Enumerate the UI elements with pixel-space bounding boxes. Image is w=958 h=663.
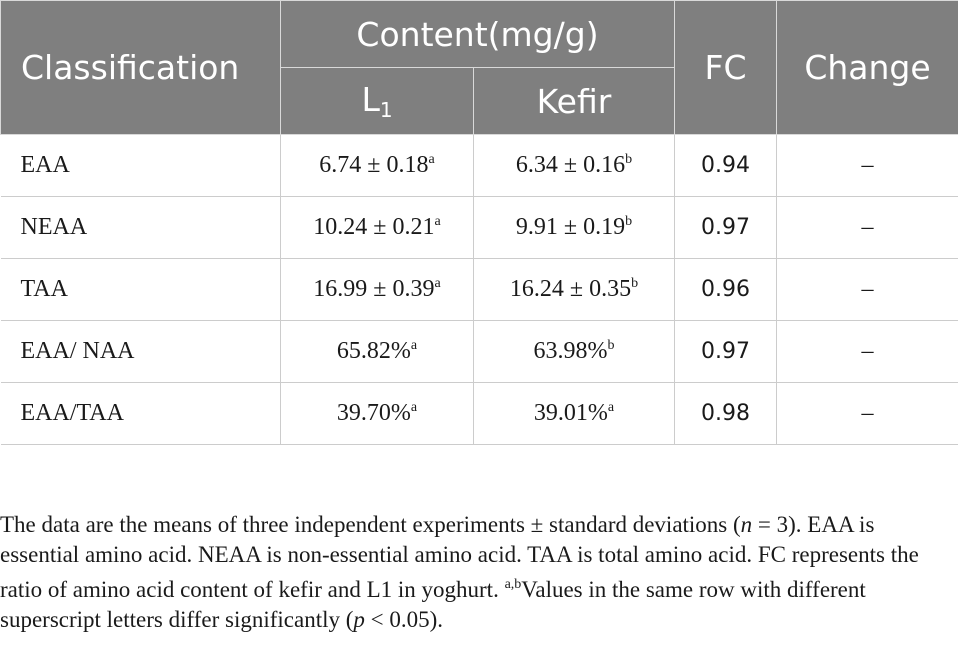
footnote-sup-letters: a,b: [504, 577, 522, 592]
footnote-text-4: < 0.05).: [364, 607, 444, 632]
row-label: TAA: [0, 258, 281, 321]
cell-l1: 10.24 ± 0.21a: [280, 196, 474, 259]
footnote-text-1: The data are the means of three independ…: [0, 512, 741, 537]
cell-kefir-sup: b: [625, 214, 633, 229]
cell-fc: 0.94: [674, 134, 777, 197]
cell-kefir-sup: a: [607, 400, 615, 415]
cell-kefir-value: 16.24 ± 0.35: [509, 276, 632, 302]
cell-fc: 0.97: [674, 196, 777, 259]
cell-kefir: 39.01%a: [473, 382, 675, 445]
header-l1: L1: [280, 67, 474, 135]
cell-change: –: [776, 320, 958, 383]
footnote-text-3: Values in the same row with different su…: [0, 577, 866, 632]
cell-change: –: [776, 258, 958, 321]
header-l1-base: L: [361, 80, 380, 119]
cell-l1-sup: a: [428, 152, 435, 167]
table-row: EAA/TAA 39.70%a 39.01%a 0.98 –: [0, 382, 958, 445]
cell-l1-sup: a: [410, 338, 418, 353]
cell-kefir: 6.34 ± 0.16b: [473, 134, 675, 197]
cell-change: –: [776, 134, 958, 197]
table-footnote: The data are the means of three independ…: [0, 510, 950, 635]
cell-l1-sup: a: [434, 214, 441, 229]
cell-change: –: [776, 196, 958, 259]
cell-fc: 0.98: [674, 382, 777, 445]
cell-kefir-sup: b: [631, 276, 639, 291]
header-l1-sub: 1: [379, 98, 393, 122]
cell-l1-value: 39.70%: [336, 400, 411, 426]
cell-l1-value: 65.82%: [336, 338, 411, 364]
cell-kefir-sup: b: [625, 152, 633, 167]
row-label: EAA/TAA: [0, 382, 281, 445]
row-label: NEAA: [0, 196, 281, 259]
cell-l1-value: 6.74 ± 0.18: [319, 152, 429, 178]
subheader-row: L1 Kefir: [1, 67, 958, 135]
cell-kefir: 16.24 ± 0.35b: [473, 258, 675, 321]
cell-fc: 0.96: [674, 258, 777, 321]
footnote-text-2: = 3). EAA is essential amino acid. NEAA …: [0, 512, 919, 602]
cell-kefir-value: 9.91 ± 0.19: [515, 214, 626, 240]
table-row: EAA 6.74 ± 0.18a 6.34 ± 0.16b 0.94 –: [0, 134, 958, 197]
amino-acid-table: Classification Content(mg/g) FC Change L…: [0, 0, 958, 445]
row-label: EAA/ NAA: [0, 320, 281, 383]
header-kefir: Kefir: [473, 67, 675, 135]
table-row: TAA 16.99 ± 0.39a 16.24 ± 0.35b 0.96 –: [0, 258, 958, 321]
header-classification: Classification: [0, 0, 281, 135]
header-content: Content(mg/g): [280, 0, 675, 68]
table-row: EAA/ NAA 65.82%a 63.98%b 0.97 –: [0, 320, 958, 383]
cell-kefir-sup: b: [607, 338, 615, 353]
header-change: Change: [776, 0, 958, 135]
footnote-p: p: [353, 607, 365, 632]
cell-l1: 16.99 ± 0.39a: [280, 258, 474, 321]
cell-l1: 39.70%a: [280, 382, 474, 445]
header-fc: FC: [674, 0, 777, 135]
cell-l1: 6.74 ± 0.18a: [280, 134, 474, 197]
header-row: Classification Content(mg/g) FC Change: [0, 0, 958, 135]
cell-change: –: [776, 382, 958, 445]
cell-kefir: 63.98%b: [473, 320, 675, 383]
cell-l1: 65.82%a: [280, 320, 474, 383]
cell-kefir-value: 39.01%: [533, 400, 608, 426]
cell-l1-sup: a: [434, 276, 441, 291]
table-row: NEAA 10.24 ± 0.21a 9.91 ± 0.19b 0.97 –: [0, 196, 958, 259]
footnote-n: n: [740, 512, 753, 537]
cell-fc: 0.97: [674, 320, 777, 383]
cell-kefir: 9.91 ± 0.19b: [473, 196, 675, 259]
cell-kefir-value: 63.98%: [533, 338, 608, 364]
cell-kefir-value: 6.34 ± 0.16: [515, 152, 626, 178]
cell-l1-value: 16.99 ± 0.39: [313, 276, 435, 302]
cell-l1-sup: a: [410, 400, 418, 415]
row-label: EAA: [0, 134, 281, 197]
cell-l1-value: 10.24 ± 0.21: [313, 214, 435, 240]
